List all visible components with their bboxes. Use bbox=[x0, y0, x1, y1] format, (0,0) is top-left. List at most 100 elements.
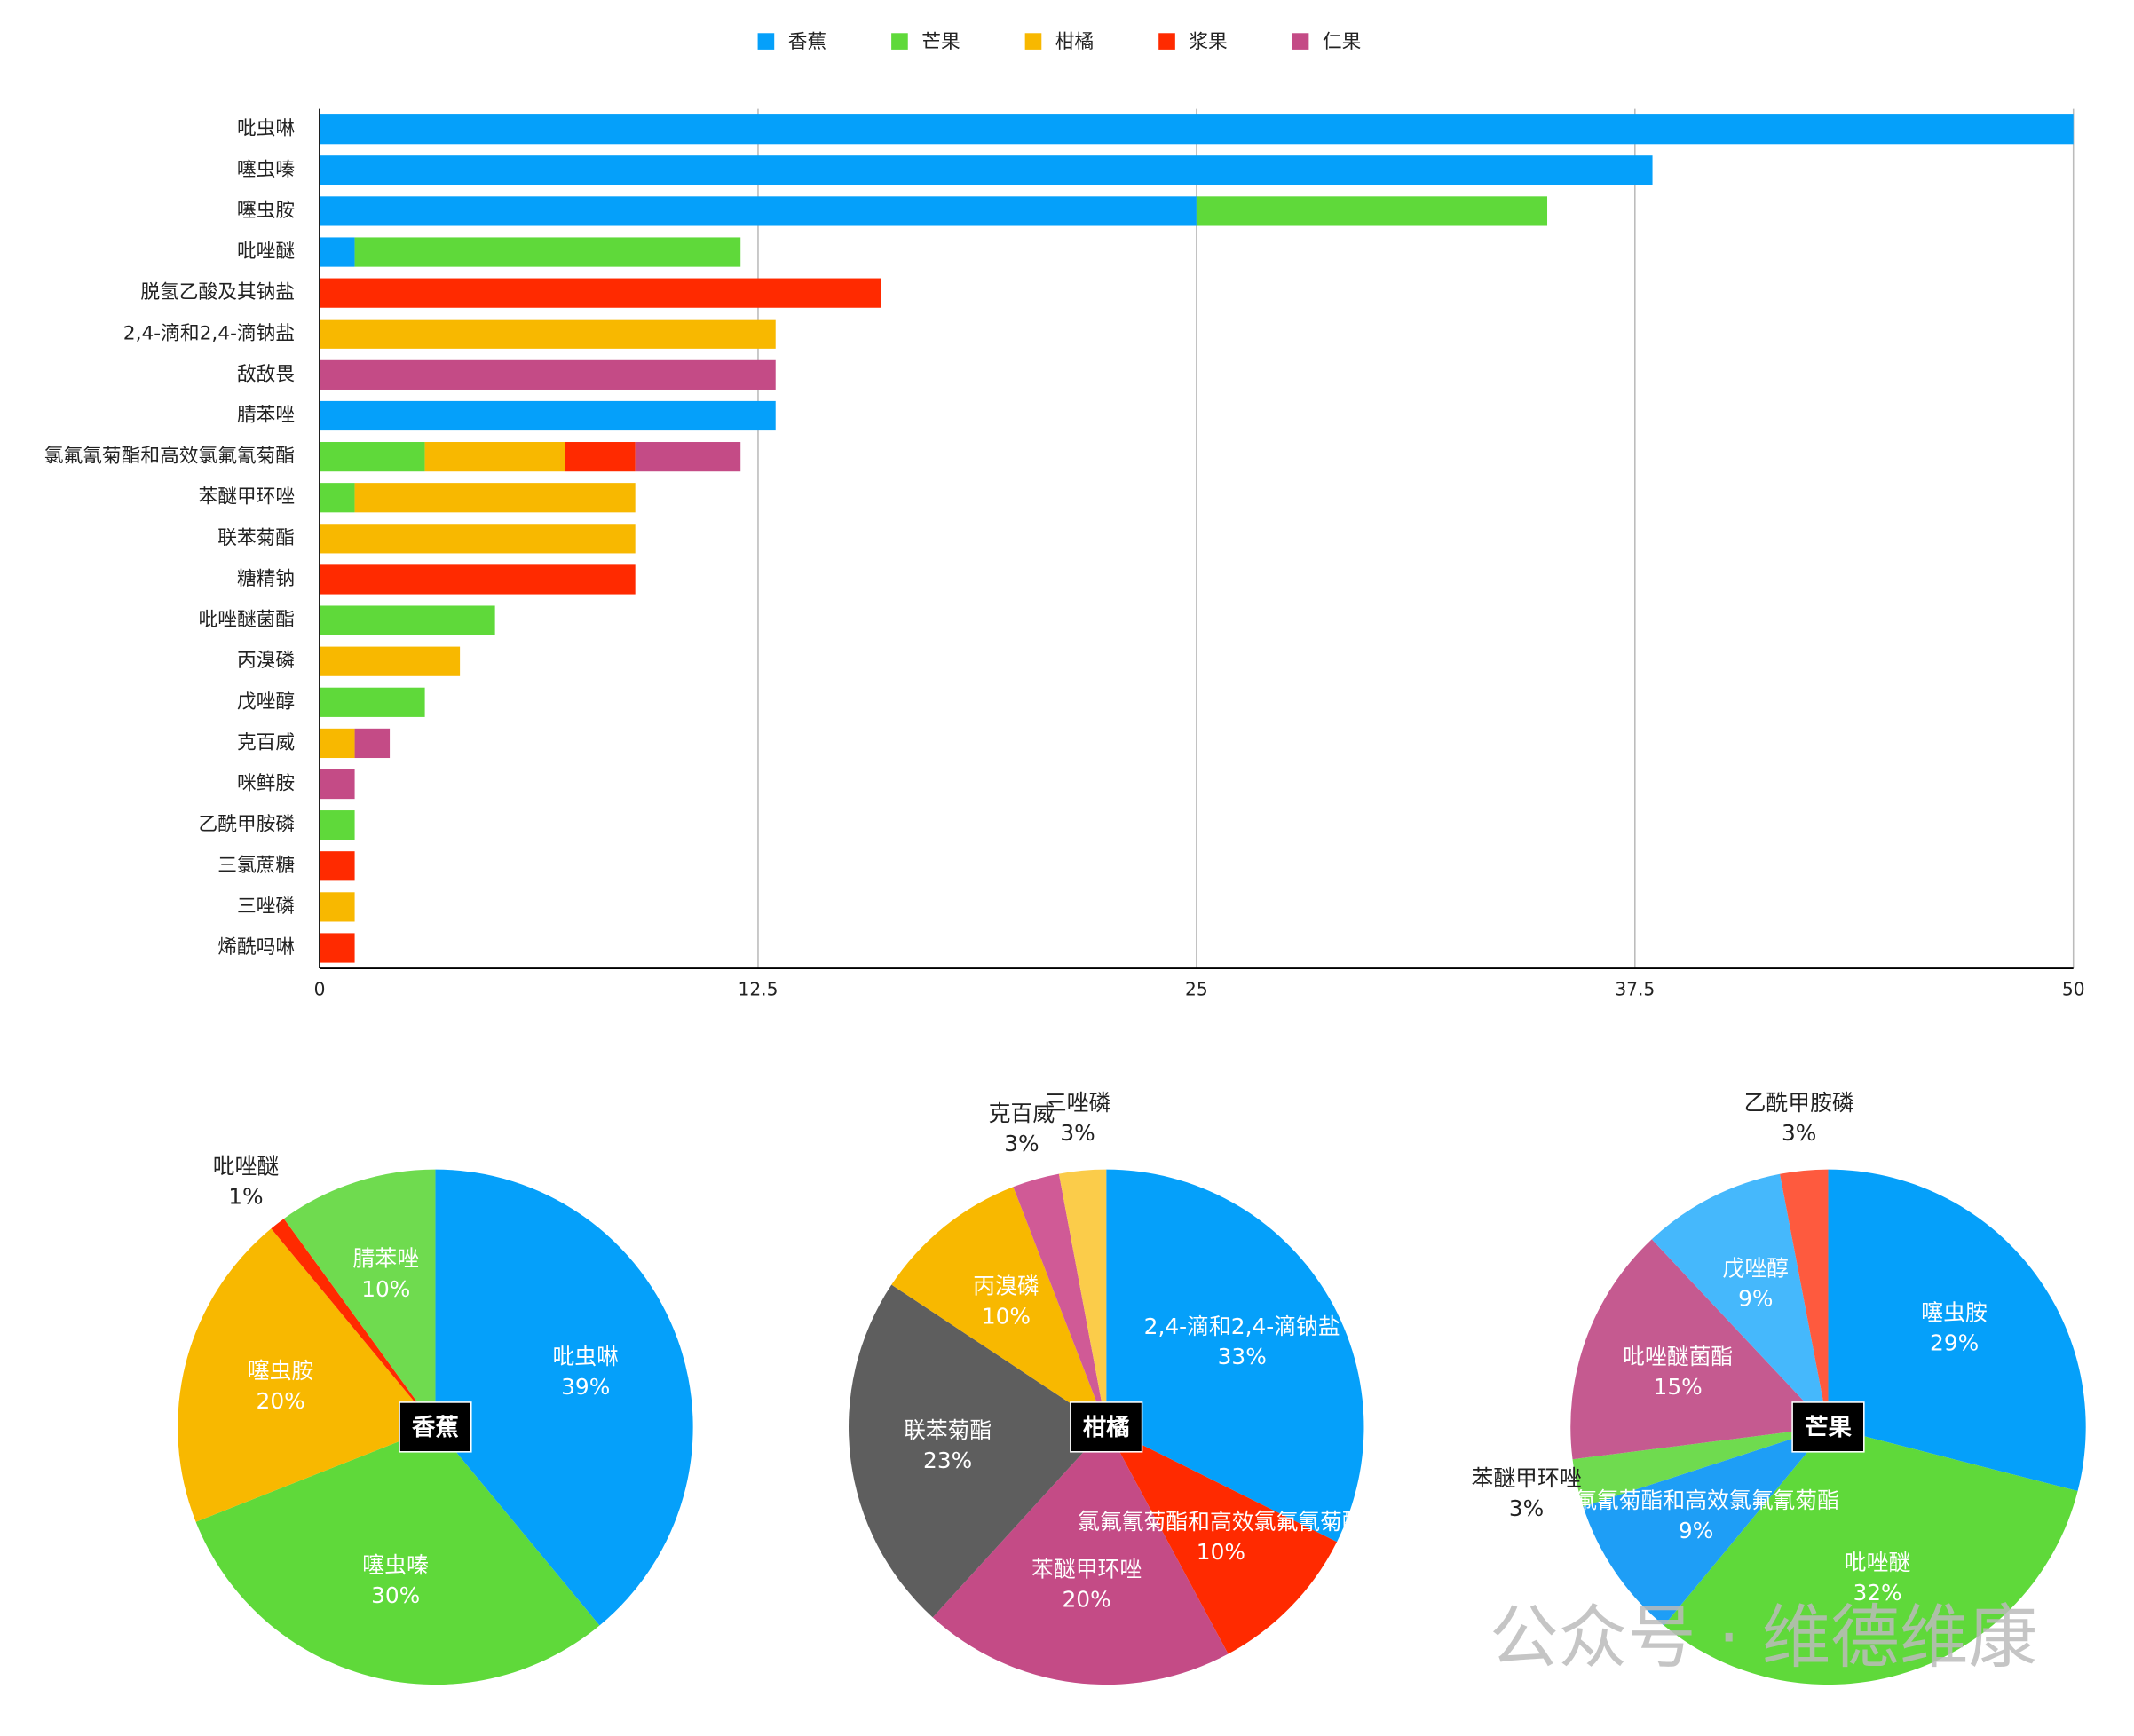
legend-label: 香蕉 bbox=[788, 31, 826, 53]
slice-value-label: 39% bbox=[561, 1374, 610, 1400]
slice-label: 吡唑醚菌酯 bbox=[1623, 1344, 1733, 1369]
slice-value-label: 3% bbox=[1782, 1120, 1816, 1146]
bar-segment bbox=[320, 524, 636, 554]
pie-slice bbox=[1013, 1173, 1107, 1427]
bar-segment bbox=[320, 278, 881, 308]
pie-slice bbox=[849, 1284, 1107, 1618]
y-tick-label: 脱氢乙酸及其钠盐 bbox=[140, 281, 295, 304]
legend-swatch bbox=[1158, 33, 1175, 50]
slice-label: 联苯菊酯 bbox=[904, 1417, 992, 1443]
slice-value-label: 9% bbox=[1738, 1286, 1773, 1312]
slice-label: 氯氟氰菊酯和高效氯氟氰菊酯 bbox=[1553, 1487, 1839, 1513]
y-tick-label: 三氯蔗糖 bbox=[217, 855, 295, 877]
bar-segment bbox=[320, 237, 355, 267]
slice-label: 丙溴磷 bbox=[973, 1274, 1039, 1299]
pie-slice bbox=[1583, 1426, 1829, 1626]
legend-label: 芒果 bbox=[921, 31, 960, 53]
bar-segment bbox=[565, 442, 636, 472]
x-tick-label: 0 bbox=[314, 978, 326, 999]
y-tick-label: 吡唑醚菌酯 bbox=[199, 609, 296, 631]
pie-slice bbox=[178, 1228, 436, 1522]
slice-label: 三唑磷 bbox=[1045, 1090, 1111, 1116]
slice-label: 乙酰甲胺磷 bbox=[1744, 1090, 1854, 1116]
bar-segment bbox=[320, 442, 425, 472]
slice-value-label: 10% bbox=[361, 1276, 410, 1302]
slice-label: 2,4-滴和2,4-滴钠盐 bbox=[1144, 1314, 1340, 1339]
pie-slice bbox=[1058, 1169, 1107, 1427]
bar-segment bbox=[320, 892, 355, 922]
y-tick-label: 戊唑醇 bbox=[237, 690, 295, 713]
pie-title-box bbox=[1070, 1401, 1143, 1453]
bar-segment bbox=[320, 728, 355, 759]
bar-segment bbox=[320, 483, 355, 513]
slice-value-label: 1% bbox=[228, 1184, 263, 1210]
slice-label: 吡虫啉 bbox=[552, 1344, 619, 1369]
bar-segment bbox=[320, 359, 776, 390]
pie-slice bbox=[932, 1426, 1229, 1685]
pie-slice bbox=[435, 1169, 693, 1626]
pie-title: 柑橘 bbox=[1083, 1415, 1130, 1441]
bar-segment bbox=[320, 769, 355, 800]
x-tick-label: 25 bbox=[1185, 978, 1208, 999]
watermark: 公众号 · 维德维康 bbox=[1490, 1598, 2037, 1677]
y-tick-label: 丙溴磷 bbox=[237, 650, 295, 672]
pie-title-box bbox=[399, 1401, 472, 1453]
slice-value-label: 3% bbox=[1004, 1131, 1039, 1156]
legend-label: 柑橘 bbox=[1055, 31, 1094, 53]
slice-label: 噻虫嗪 bbox=[362, 1552, 429, 1578]
slice-value-label: 10% bbox=[1197, 1539, 1245, 1565]
slice-label: 苯醚甲环唑 bbox=[1472, 1465, 1582, 1491]
x-tick-label: 12.5 bbox=[739, 978, 779, 999]
pie-slice bbox=[195, 1426, 600, 1685]
slice-value-label: 32% bbox=[1853, 1580, 1901, 1606]
slice-label: 噻虫胺 bbox=[248, 1358, 313, 1384]
y-tick-label: 乙酰甲胺磷 bbox=[199, 814, 296, 836]
y-tick-label: 2,4-滴和2,4-滴钠盐 bbox=[123, 322, 295, 344]
slice-value-label: 15% bbox=[1654, 1374, 1703, 1400]
bar-segment bbox=[320, 646, 461, 676]
pie-slice bbox=[891, 1187, 1107, 1427]
y-tick-label: 敌敌畏 bbox=[237, 363, 295, 385]
slice-value-label: 3% bbox=[1060, 1120, 1095, 1146]
y-tick-label: 三唑磷 bbox=[237, 896, 295, 918]
pie-slice bbox=[1664, 1426, 2078, 1685]
bar-segment bbox=[320, 155, 1653, 185]
pie-slice bbox=[1572, 1426, 1829, 1507]
bar-segment bbox=[1196, 196, 1548, 226]
y-tick-label: 克百威 bbox=[237, 731, 295, 754]
y-tick-label: 吡虫啉 bbox=[237, 118, 295, 140]
y-tick-label: 联苯菊酯 bbox=[217, 527, 295, 549]
pie-slice bbox=[1780, 1169, 1829, 1427]
slice-label: 氯氟氰菊酯和高效氯氟氰菊酯 bbox=[1078, 1509, 1364, 1535]
legend-label: 仁果 bbox=[1323, 31, 1361, 53]
pie-title-box bbox=[1791, 1401, 1865, 1453]
legend-label: 浆果 bbox=[1189, 31, 1227, 53]
pie-slice bbox=[1106, 1169, 1364, 1543]
pie-slice bbox=[271, 1219, 436, 1427]
slice-label: 吡唑醚 bbox=[1845, 1550, 1911, 1575]
pie-slice bbox=[1570, 1239, 1829, 1460]
bar-segment bbox=[320, 564, 636, 595]
slice-value-label: 33% bbox=[1218, 1344, 1267, 1369]
y-tick-label: 吡唑醚 bbox=[237, 241, 295, 263]
slice-label: 戊唑醇 bbox=[1723, 1255, 1790, 1281]
legend-swatch bbox=[1024, 33, 1042, 50]
bar-segment bbox=[320, 114, 2074, 145]
bar-segment bbox=[320, 196, 1197, 226]
y-tick-label: 噻虫嗪 bbox=[237, 159, 295, 181]
slice-label: 噻虫胺 bbox=[1921, 1300, 1988, 1326]
y-tick-label: 糖精钠 bbox=[237, 568, 295, 590]
slice-value-label: 10% bbox=[982, 1304, 1031, 1330]
slice-value-label: 29% bbox=[1930, 1330, 1979, 1356]
bar-segment bbox=[320, 605, 495, 635]
bar-segment bbox=[320, 319, 776, 349]
y-tick-label: 氯氟氰菊酯和高效氯氟氰菊酯 bbox=[44, 446, 295, 468]
pie-title: 香蕉 bbox=[412, 1415, 459, 1441]
x-tick-label: 50 bbox=[2062, 978, 2085, 999]
pie-title: 芒果 bbox=[1805, 1415, 1852, 1441]
bar-segment bbox=[320, 400, 776, 431]
y-tick-label: 烯酰吗啉 bbox=[217, 936, 295, 959]
legend-swatch bbox=[1292, 33, 1309, 50]
